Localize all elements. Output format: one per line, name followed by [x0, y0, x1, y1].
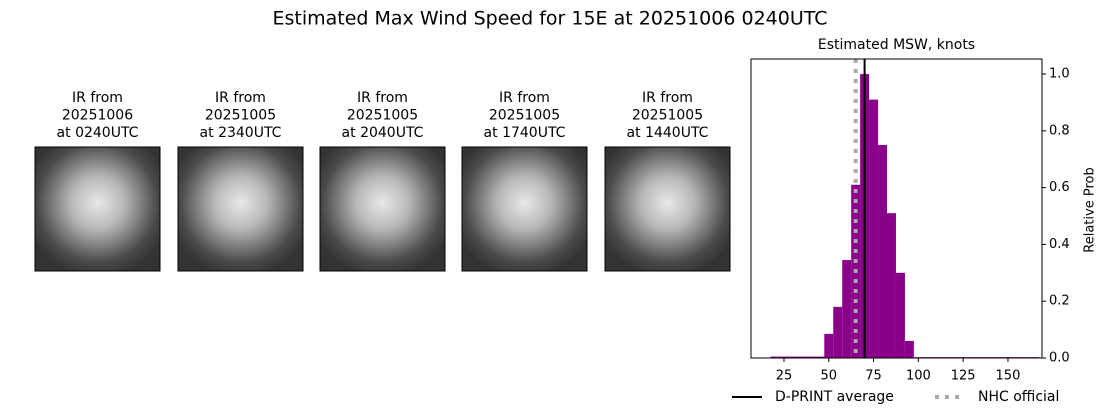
bar: [797, 356, 807, 358]
bar: [833, 306, 843, 358]
bar: [878, 145, 888, 358]
ir-image: [604, 146, 731, 272]
bar: [824, 333, 834, 358]
panel-label: IR from: [357, 90, 408, 106]
x-tick-label: 25: [776, 369, 793, 384]
plot-frame: [750, 58, 1043, 359]
x-tick-label: 150: [996, 369, 1021, 384]
y-tick-label: 0.4: [1049, 237, 1070, 252]
panel-label: 20251005: [632, 108, 703, 124]
bar: [815, 356, 825, 358]
legend-label: NHC official: [978, 389, 1059, 405]
ir-image: [461, 146, 588, 272]
bar: [779, 356, 789, 358]
bar: [895, 272, 905, 358]
ir-image: [34, 146, 161, 272]
panel-label: at 2340UTC: [200, 125, 282, 141]
x-tick-label: 125: [951, 369, 976, 384]
bar: [842, 260, 852, 358]
x-tick-label: 75: [865, 369, 882, 384]
panel-label: IR from: [642, 90, 693, 106]
ir-image: [177, 146, 304, 272]
panel-label: 20251005: [205, 108, 276, 124]
panel-label: 20251005: [489, 108, 560, 124]
panel-label: IR from: [215, 90, 266, 106]
panel-label: IR from: [499, 90, 550, 106]
x-tick-label: 100: [906, 369, 931, 384]
legend-label: D-PRINT average: [775, 389, 894, 405]
x-tick-label: 50: [820, 369, 837, 384]
bar: [887, 213, 896, 358]
panel-label: at 1440UTC: [627, 125, 709, 141]
y-tick-label: 1.0: [1049, 67, 1070, 82]
y-tick-label: 0.8: [1049, 123, 1070, 138]
bar: [770, 356, 780, 358]
panel-label: IR from: [72, 90, 123, 106]
y-tick-label: 0.6: [1049, 180, 1070, 195]
y-tick-label: 0.2: [1049, 294, 1070, 309]
bar: [806, 356, 816, 358]
panel-label: at 2040UTC: [342, 125, 424, 141]
chart-title: Estimated MSW, knots: [818, 37, 975, 53]
y-tick-label: 0.0: [1049, 351, 1070, 366]
bar: [788, 356, 798, 358]
panel-label: 20251005: [347, 108, 418, 124]
panel-label: 20251006: [62, 108, 133, 124]
ir-image: [319, 146, 446, 272]
bar: [869, 99, 879, 359]
panel-label: at 0240UTC: [57, 125, 139, 141]
figure-title: Estimated Max Wind Speed for 15E at 2025…: [272, 8, 827, 30]
bar: [904, 340, 914, 358]
panel-label: at 1740UTC: [484, 125, 566, 141]
y-axis-label: Relative Prob: [1083, 167, 1098, 252]
